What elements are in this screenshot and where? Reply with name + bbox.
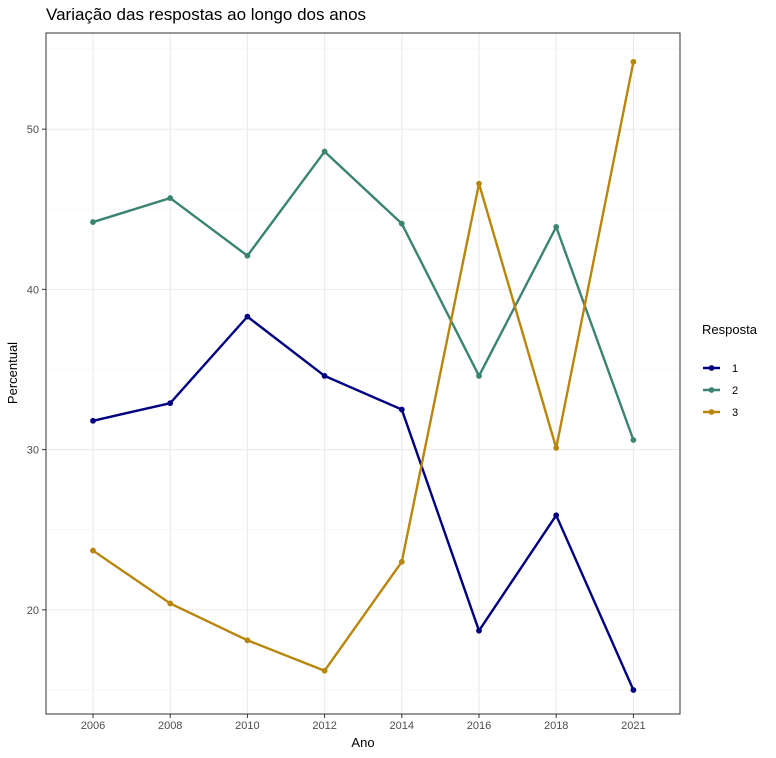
x-tick-label: 2018 xyxy=(544,720,568,732)
x-tick-label: 2021 xyxy=(621,720,645,732)
data-point-3 xyxy=(553,445,560,451)
data-point-3 xyxy=(321,667,328,674)
x-axis-title: Ano xyxy=(351,735,374,750)
data-point-2 xyxy=(398,220,405,227)
data-point-2 xyxy=(630,437,637,443)
data-point-3 xyxy=(90,547,96,554)
series-line-3 xyxy=(92,61,635,672)
legend-key-point xyxy=(708,365,715,371)
y-tick-label: 50 xyxy=(27,124,39,136)
x-tick-label: 2012 xyxy=(312,720,336,732)
series-lines xyxy=(90,58,637,693)
legend-title: Resposta xyxy=(702,322,758,337)
legend: Resposta 1 2 3 xyxy=(702,322,758,419)
data-point-2 xyxy=(167,195,174,201)
y-tick-label: 30 xyxy=(27,445,39,457)
legend-key-point xyxy=(708,409,715,415)
series-line-2 xyxy=(92,150,635,441)
x-tick-label: 2016 xyxy=(467,720,491,732)
plot-panel-border xyxy=(45,32,681,715)
data-point-1 xyxy=(321,373,328,379)
data-point-3 xyxy=(244,637,251,644)
y-axis: 20 30 40 50 xyxy=(27,124,46,617)
data-point-1 xyxy=(90,417,96,424)
data-point-1 xyxy=(553,512,560,519)
legend-label: 1 xyxy=(732,363,738,375)
legend-label: 3 xyxy=(732,407,738,419)
data-point-2 xyxy=(321,148,328,155)
x-tick-label: 2008 xyxy=(158,720,182,732)
data-point-1 xyxy=(167,400,174,407)
data-point-2 xyxy=(90,219,96,225)
data-point-3 xyxy=(476,180,482,187)
data-point-2 xyxy=(476,373,482,379)
y-tick-label: 40 xyxy=(27,284,39,296)
legend-key-point xyxy=(708,387,715,393)
chart-title: Variação das respostas ao longo dos anos xyxy=(46,5,366,24)
data-point-1 xyxy=(244,313,251,320)
series-line-1 xyxy=(92,315,635,691)
data-point-1 xyxy=(476,627,482,634)
minor-gridlines xyxy=(46,48,680,691)
x-axis: 2006 2008 2010 2012 2014 2016 2018 2021 xyxy=(81,714,646,732)
y-axis-title: Percentual xyxy=(5,342,20,404)
data-point-1 xyxy=(398,406,405,413)
x-tick-label: 2010 xyxy=(235,720,259,732)
x-tick-label: 2006 xyxy=(81,720,105,732)
legend-label: 2 xyxy=(732,385,738,397)
data-point-3 xyxy=(630,58,637,65)
data-point-3 xyxy=(398,558,405,565)
x-tick-label: 2014 xyxy=(390,720,414,732)
data-point-3 xyxy=(167,600,174,607)
data-point-2 xyxy=(553,223,560,230)
y-tick-label: 20 xyxy=(27,605,39,617)
data-point-2 xyxy=(244,252,251,259)
data-point-1 xyxy=(630,687,637,693)
